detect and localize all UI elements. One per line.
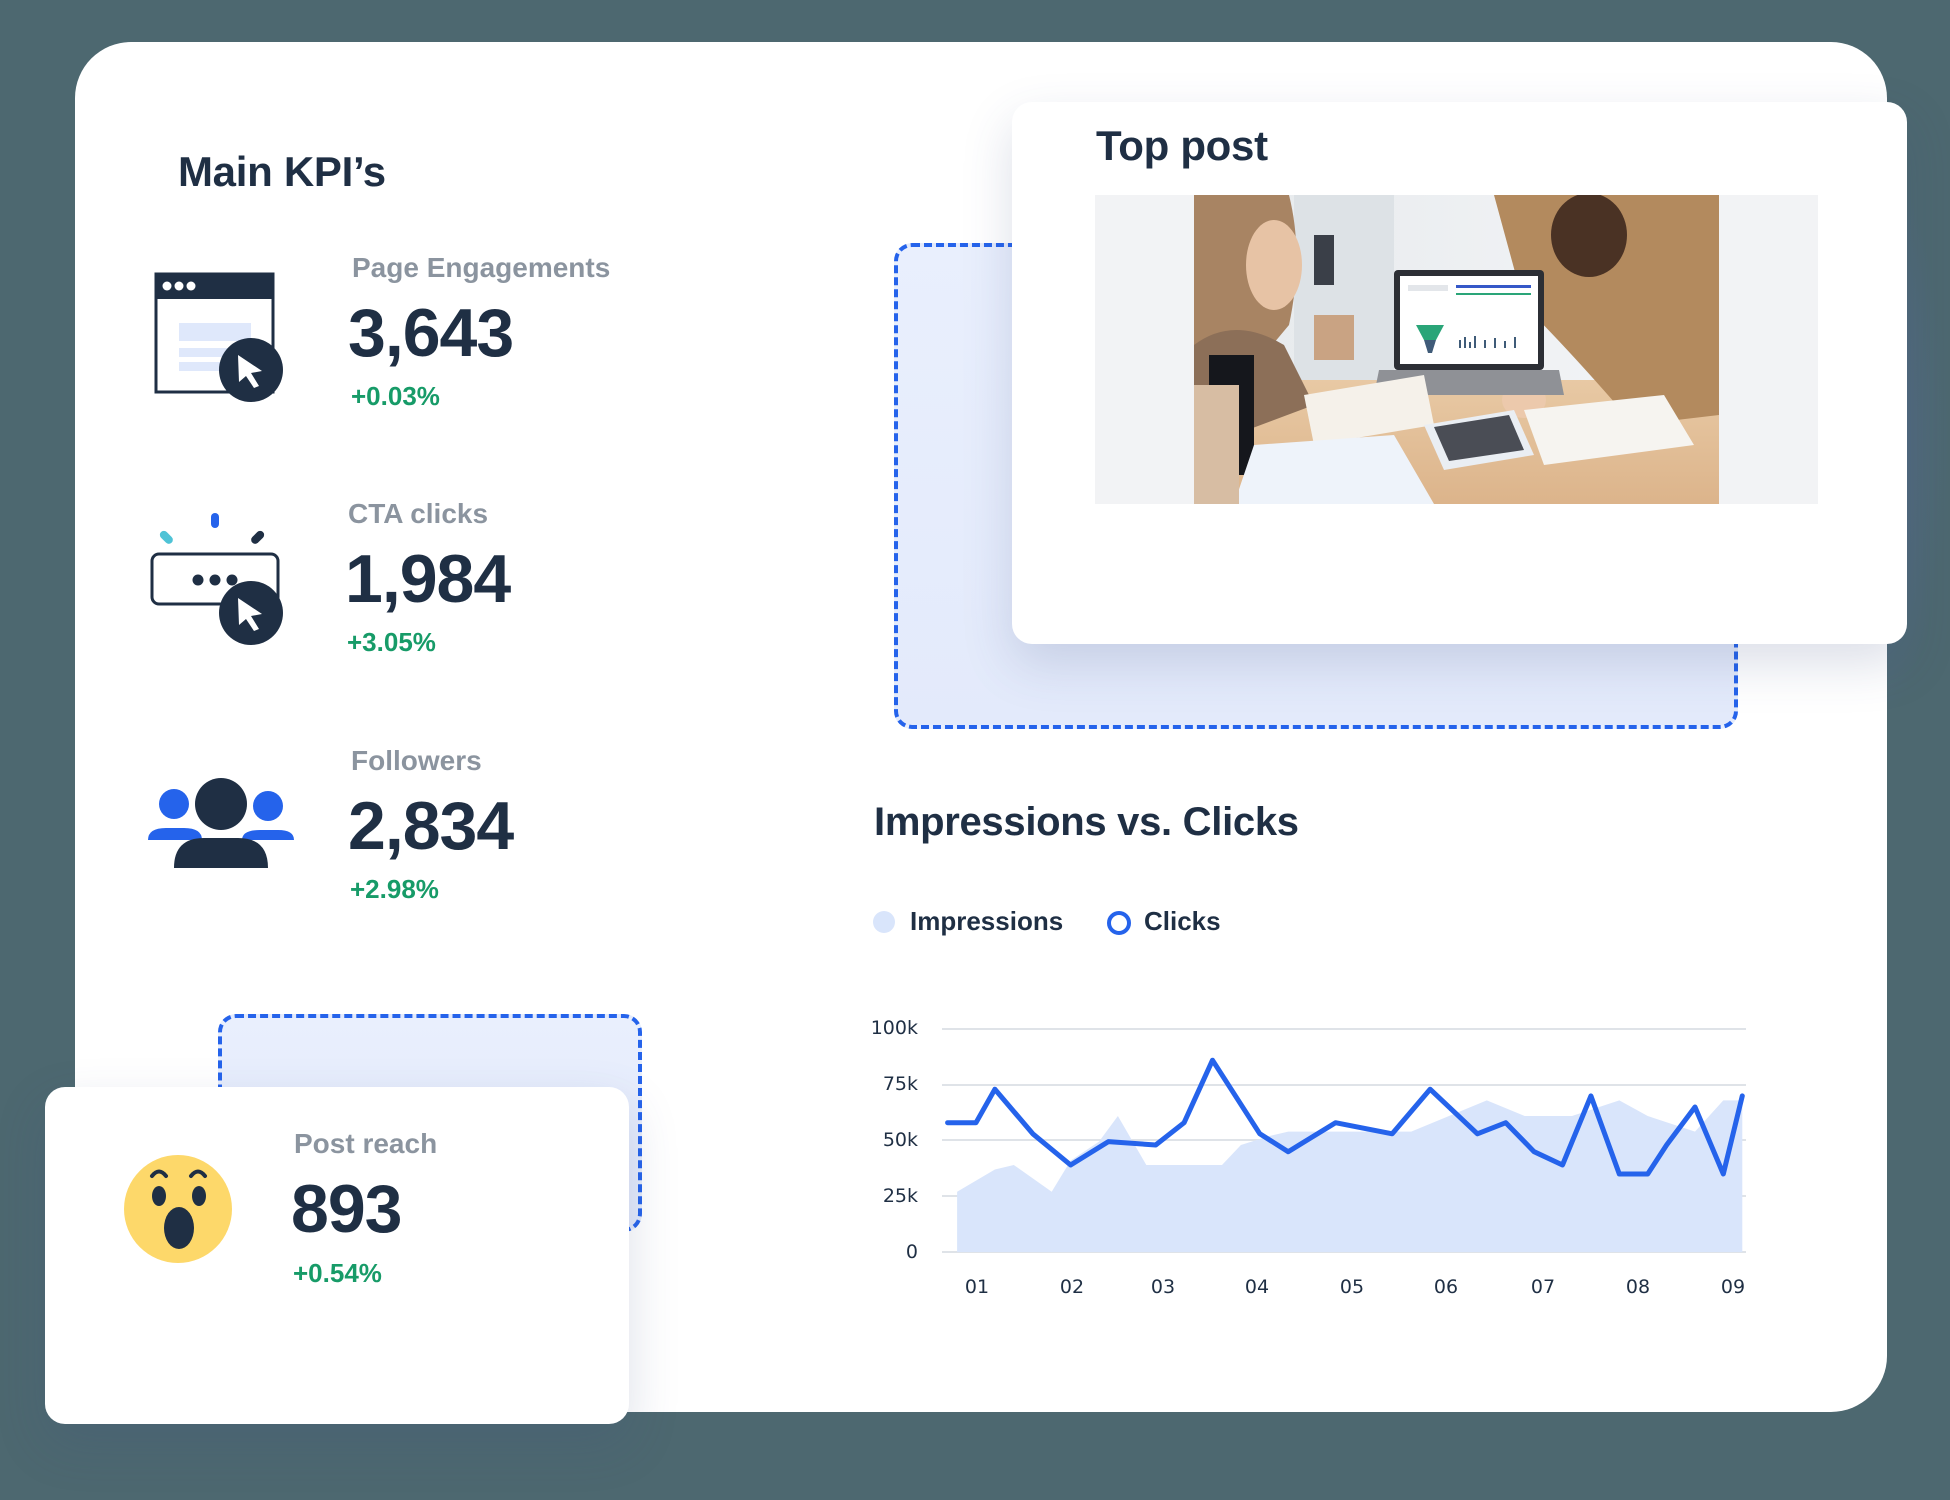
kpi-value: 3,643 [348,295,514,371]
chart-title: Impressions vs. Clicks [874,800,1299,844]
kpi-delta: +2.98% [350,874,439,904]
main-kpis-title: Main KPI’s [178,148,386,195]
legend-item-impressions[interactable]: Impressions [873,906,1064,937]
team-reviewing-dashboard-photo[interactable] [1194,195,1719,504]
kpi-value: 1,984 [345,541,511,617]
post-reach-label: Post reach [294,1128,438,1159]
browser-click-icon [154,272,283,402]
legend-label: Impressions [910,906,1064,936]
x-tick-label: 02 [1059,1276,1085,1298]
x-tick-label: 05 [1339,1276,1365,1298]
post-reach-value: 893 [291,1171,402,1247]
x-tick-label: 04 [1244,1276,1270,1298]
x-tick-label: 07 [1530,1276,1556,1298]
button-click-icon [150,513,283,645]
kpi-value: 2,834 [348,788,514,864]
kpi-label: Followers [351,745,482,776]
kpi-delta: +3.05% [347,627,436,657]
photo-illustration [1194,195,1719,504]
clicks-line [945,1057,1745,1177]
x-tick-label: 01 [964,1276,990,1298]
top-post-title: Top post [1096,122,1268,169]
kpi-label: CTA clicks [348,498,489,529]
y-tick-label: 25k [882,1185,918,1207]
y-tick-label: 0 [905,1241,918,1263]
legend-label: Clicks [1144,906,1221,936]
post-reach-delta: +0.54% [293,1258,382,1288]
impressions-dot-icon [873,911,895,933]
y-tick-label: 75k [882,1073,918,1095]
kpi-delta: +0.03% [351,381,440,411]
y-tick-label: 50k [882,1129,918,1151]
legend-item-clicks[interactable]: Clicks [1107,906,1237,937]
impressions-area [957,1100,1743,1252]
wow-emoji-icon [124,1155,232,1263]
kpi-label: Page Engagements [352,252,611,283]
x-tick-label: 03 [1150,1276,1176,1298]
post-reach-card [45,1087,629,1424]
x-tick-label: 09 [1720,1276,1746,1298]
x-tick-label: 06 [1433,1276,1459,1298]
clicks-ring-icon [1107,911,1131,935]
followers-icon [148,778,294,868]
x-tick-label: 08 [1625,1276,1651,1298]
y-tick-label: 100k [870,1017,918,1039]
